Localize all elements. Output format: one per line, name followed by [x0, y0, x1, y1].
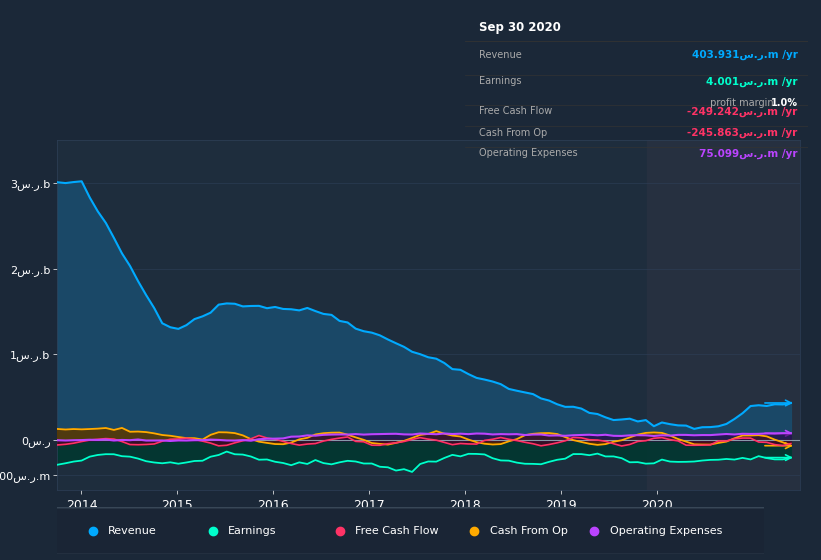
Text: profit margin: profit margin — [707, 97, 773, 108]
Text: Earnings: Earnings — [228, 526, 277, 535]
Text: 403.931س.ر.m /yr: 403.931س.ر.m /yr — [692, 49, 798, 60]
Text: Cash From Op: Cash From Op — [489, 526, 567, 535]
Text: 4.001س.ر.m /yr: 4.001س.ر.m /yr — [706, 77, 798, 87]
Text: Earnings: Earnings — [479, 77, 521, 86]
Text: 75.099س.ر.m /yr: 75.099س.ر.m /yr — [699, 148, 798, 158]
Text: Revenue: Revenue — [108, 526, 157, 535]
Text: Cash From Op: Cash From Op — [479, 128, 547, 138]
Text: -249.242س.ر.m /yr: -249.242س.ر.m /yr — [687, 106, 798, 116]
Text: Free Cash Flow: Free Cash Flow — [479, 106, 552, 116]
Text: -245.863س.ر.m /yr: -245.863س.ر.m /yr — [687, 128, 798, 138]
Text: 1.0%: 1.0% — [771, 97, 798, 108]
Text: Sep 30 2020: Sep 30 2020 — [479, 21, 561, 34]
FancyBboxPatch shape — [44, 508, 777, 554]
Text: Revenue: Revenue — [479, 49, 521, 59]
Bar — [647, 140, 819, 490]
Text: Free Cash Flow: Free Cash Flow — [355, 526, 439, 535]
Text: Operating Expenses: Operating Expenses — [479, 148, 577, 158]
Text: Operating Expenses: Operating Expenses — [610, 526, 722, 535]
